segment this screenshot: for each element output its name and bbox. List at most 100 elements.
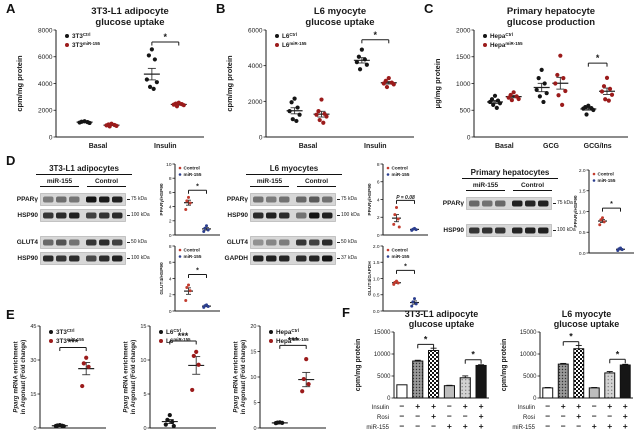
y-axis-label: cpm/mg protein	[15, 55, 24, 112]
data-point	[163, 422, 168, 427]
matrix-sign: −	[463, 411, 468, 421]
data-point	[321, 120, 326, 125]
x-category-label: Insulin	[364, 143, 387, 150]
legend-label: miR-155	[392, 172, 410, 177]
data-point	[154, 80, 159, 85]
y-tick-label: 0	[467, 134, 471, 141]
protein-band	[69, 212, 80, 218]
matrix-sign: +	[623, 401, 628, 411]
protein-band	[279, 239, 290, 245]
data-point	[392, 282, 396, 286]
panel-a-scatter-chart: 3T3-L1 adipocyte glucose uptake 0 2000 4000 6…	[12, 2, 214, 154]
quant-l6-pparg: 0 2 4 6 8 PPARγ/HSP90 Control miR-155 P = 0.08	[366, 160, 432, 240]
data-point	[170, 419, 175, 424]
y-tick-label: 0	[33, 426, 36, 432]
blot-lane-headers: miR-155 Control	[250, 178, 336, 187]
y-axis-label: PPARγ/HSP90	[573, 195, 579, 228]
protein-band	[112, 212, 123, 218]
data-point	[411, 300, 415, 304]
panel-label-d: D	[6, 153, 16, 168]
matrix-sign: −	[561, 411, 566, 421]
data-point	[609, 92, 615, 97]
legend-swatch	[483, 43, 487, 47]
bar	[588, 387, 600, 399]
protein-label: HSP90	[443, 226, 464, 234]
kda-tick	[553, 202, 556, 204]
protein-band	[495, 227, 506, 233]
bar	[428, 349, 440, 399]
data-point	[146, 53, 151, 58]
quant-3t3-pparg: 0 2 4 6 8 10 PPARγ/HSP90 Control miR-155 *	[158, 160, 224, 240]
data-point	[506, 95, 511, 100]
protein-band	[512, 227, 523, 233]
data-point	[196, 362, 201, 367]
matrix-sign: −	[399, 411, 404, 421]
data-point	[410, 228, 414, 232]
y-tick-label: 2	[377, 215, 380, 221]
panel-f-bar-l6: L6 myocyte glucose uptake 0 5000 10000 15000 c…	[498, 308, 638, 438]
matrix-sign: −	[399, 401, 404, 411]
y-tick-label: 6	[169, 260, 172, 266]
y-tick-label: 4000	[38, 81, 53, 88]
data-point	[601, 216, 604, 220]
data-point	[287, 109, 292, 114]
data-point	[151, 86, 156, 91]
points-cluster	[313, 97, 330, 125]
data-point	[144, 77, 149, 82]
legend-swatch	[386, 255, 390, 258]
data-point	[556, 93, 561, 98]
bar	[475, 364, 487, 399]
kda-label: 100 kDa	[553, 227, 576, 233]
data-point	[553, 81, 558, 86]
panel-label-a: A	[6, 1, 16, 16]
data-point	[292, 96, 297, 101]
data-point	[104, 123, 109, 128]
points-cluster	[184, 195, 193, 211]
protein-band	[538, 227, 549, 233]
y-axis-label: in Argonaut (Fold change)	[21, 340, 27, 414]
data-point	[396, 281, 400, 285]
y-tick-label: 6000	[248, 27, 263, 34]
points-cluster	[76, 119, 93, 126]
y-tick-label: 30	[30, 358, 36, 364]
bar	[573, 348, 585, 399]
panel-label-e: E	[6, 307, 15, 322]
data-point	[542, 81, 547, 86]
protein-band	[86, 255, 97, 261]
protein-band	[112, 196, 123, 202]
panel-b-scatter-chart: L6 myocyte glucose uptake 0 2000 4000 6000 cpm…	[222, 2, 424, 154]
data-point	[354, 60, 359, 65]
kda-label: 37 kDa	[337, 255, 357, 261]
y-tick-label: 15000	[374, 330, 391, 336]
y-axis-label: PPARγ/HSP90	[367, 183, 373, 216]
points-cluster	[552, 53, 569, 107]
x-category-label: Insulin	[154, 143, 177, 150]
significance-label: *	[610, 201, 613, 208]
y-tick-label: 5	[143, 392, 146, 398]
y-tick-label: 0	[259, 134, 263, 141]
legend-label: HepaCtrl	[490, 32, 513, 40]
panel-c-scatter-chart: Primary hepatocyte glucose production 0 500…	[430, 2, 638, 154]
matrix-sign: +	[479, 411, 484, 421]
y-axis-label: in Argonaut (Fold change)	[241, 340, 247, 414]
protein-band	[266, 212, 277, 218]
legend-swatch	[275, 43, 279, 47]
protein-band	[525, 200, 536, 206]
data-point	[317, 117, 322, 123]
protein-band	[469, 227, 480, 233]
y-tick-label: 4	[169, 276, 172, 282]
significance-label: *	[404, 263, 407, 270]
bar	[557, 363, 569, 399]
matrix-sign: +	[431, 411, 436, 421]
lane-label: Control	[297, 178, 336, 187]
points-cluster	[410, 226, 419, 232]
legend-label: Control	[392, 166, 408, 171]
blot-block: HSP90 100 kDa	[434, 222, 584, 238]
data-point	[86, 364, 91, 369]
data-point	[61, 424, 66, 429]
protein-band	[99, 239, 110, 245]
y-tick-label: 5	[253, 401, 256, 407]
data-point	[324, 114, 329, 119]
